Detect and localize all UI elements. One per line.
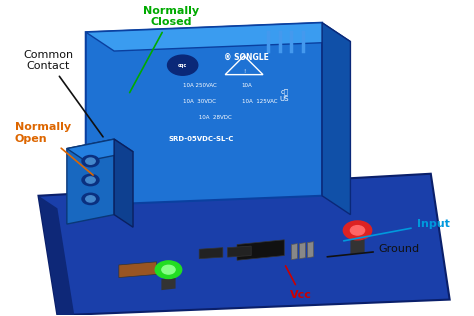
Polygon shape bbox=[38, 174, 450, 315]
Text: 10A  28VDC: 10A 28VDC bbox=[182, 115, 231, 119]
Text: Ground: Ground bbox=[327, 244, 420, 257]
Polygon shape bbox=[308, 242, 314, 258]
Polygon shape bbox=[114, 139, 133, 227]
Circle shape bbox=[155, 261, 182, 278]
Text: 10A 250VAC: 10A 250VAC bbox=[182, 83, 217, 88]
Text: Normally
Closed: Normally Closed bbox=[129, 6, 199, 93]
Polygon shape bbox=[350, 238, 365, 254]
Text: !: ! bbox=[243, 69, 245, 74]
Text: Vcc: Vcc bbox=[285, 266, 312, 300]
Polygon shape bbox=[300, 243, 306, 259]
Circle shape bbox=[86, 177, 95, 183]
Polygon shape bbox=[199, 248, 223, 259]
Polygon shape bbox=[67, 139, 133, 161]
Polygon shape bbox=[86, 23, 350, 51]
Polygon shape bbox=[292, 244, 298, 260]
Circle shape bbox=[86, 158, 95, 164]
Text: 10A: 10A bbox=[242, 83, 253, 88]
Circle shape bbox=[86, 196, 95, 202]
Circle shape bbox=[82, 193, 99, 204]
Polygon shape bbox=[322, 23, 350, 215]
Text: cⓁ
US: cⓁ US bbox=[280, 88, 289, 102]
Polygon shape bbox=[86, 23, 322, 205]
Polygon shape bbox=[119, 262, 156, 277]
Polygon shape bbox=[228, 246, 251, 257]
Circle shape bbox=[350, 226, 365, 235]
Circle shape bbox=[343, 221, 372, 240]
Polygon shape bbox=[161, 277, 175, 290]
Circle shape bbox=[82, 174, 99, 186]
Text: Input: Input bbox=[344, 219, 449, 241]
Polygon shape bbox=[67, 139, 114, 224]
Circle shape bbox=[162, 265, 175, 274]
Text: ® SONGLE: ® SONGLE bbox=[224, 53, 269, 62]
Circle shape bbox=[167, 55, 198, 75]
Text: Normally
Open: Normally Open bbox=[15, 122, 93, 175]
Polygon shape bbox=[237, 240, 284, 260]
Text: 10A  125VAC: 10A 125VAC bbox=[242, 99, 277, 104]
Text: cqc: cqc bbox=[178, 63, 187, 68]
Text: Common
Contact: Common Contact bbox=[23, 50, 103, 137]
Circle shape bbox=[82, 155, 99, 167]
Text: SRD-05VDC-SL-C: SRD-05VDC-SL-C bbox=[168, 136, 234, 142]
Text: 10A  30VDC: 10A 30VDC bbox=[182, 99, 216, 104]
Polygon shape bbox=[38, 196, 76, 316]
